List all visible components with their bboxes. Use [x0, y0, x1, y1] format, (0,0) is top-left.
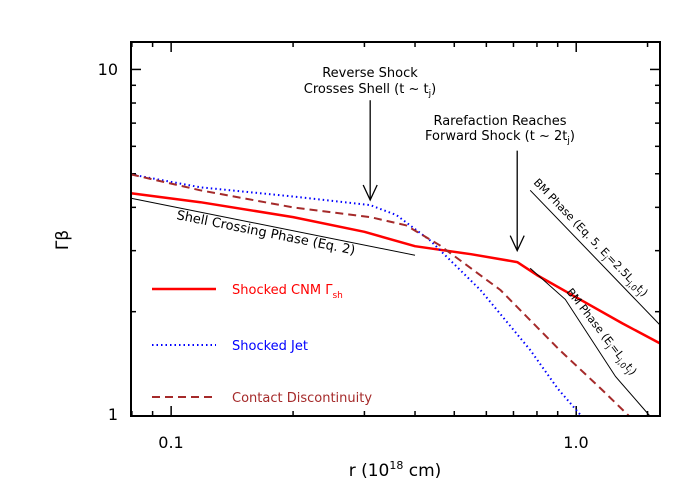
- series-line-2: [130, 173, 630, 417]
- reference-lines: [130, 189, 661, 417]
- annotation-reverse-shock-line1: Reverse Shock: [322, 66, 418, 81]
- legend-label-shocked-cnm: Shocked CNM Γsh: [232, 283, 343, 301]
- series-layer: [130, 173, 661, 417]
- series-line-1: [130, 173, 583, 417]
- annotation-arrows: [362, 100, 525, 253]
- legend: Shocked CNM Γsh Shocked Jet Contact Disc…: [152, 283, 372, 406]
- reference-line-1: [529, 189, 661, 326]
- x-tick-label-0.1: 0.1: [158, 433, 183, 452]
- x-axis-label: r (1018 cm): [349, 459, 442, 481]
- annotation-arrowhead-1: [509, 235, 525, 253]
- legend-label-shocked-jet: Shocked Jet: [232, 339, 308, 354]
- y-axis-label: Γβ: [53, 230, 73, 250]
- legend-label-contact-discontinuity: Contact Discontinuity: [232, 391, 372, 406]
- y-tick-label-1: 1: [108, 405, 118, 424]
- series-line-0: [130, 192, 661, 345]
- annotation-rarefaction-line2: Forward Shock (t ~ 2tj): [425, 129, 575, 146]
- annotation-arrowhead-0: [362, 184, 378, 202]
- plot-frame: [130, 41, 661, 417]
- y-tick-label-10: 10: [98, 60, 118, 79]
- annotation-reverse-shock-line2: Crosses Shell (t ~ tj): [304, 82, 436, 99]
- label-bm-phase-ej: BM Phase (Ej=Lj,0tj): [562, 286, 639, 379]
- x-tick-label-1.0: 1.0: [563, 433, 588, 452]
- reference-line-0: [130, 197, 416, 256]
- annotation-rarefaction-line1: Rarefaction Reaches: [433, 114, 566, 129]
- reference-line-2: [529, 267, 651, 417]
- label-shell-crossing: Shell Crossing Phase (Eq. 2): [175, 208, 356, 258]
